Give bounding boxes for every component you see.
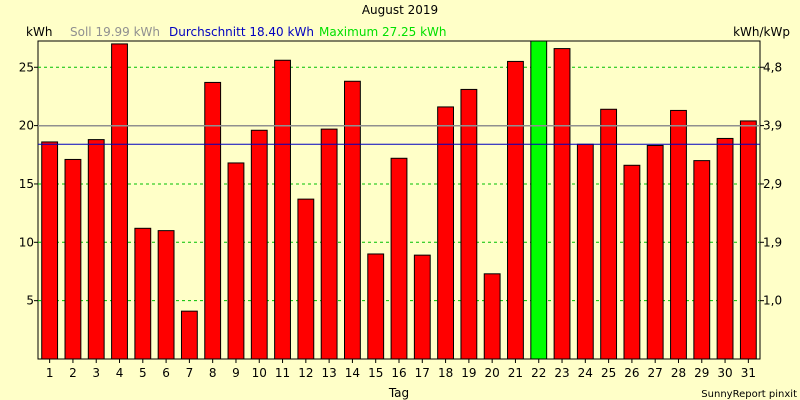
- x-tick-label: 16: [391, 366, 406, 380]
- x-tick-label: 4: [116, 366, 124, 380]
- x-tick-label: 21: [508, 366, 523, 380]
- bar: [87, 139, 105, 360]
- bar: [413, 254, 431, 360]
- footer-credit: SunnyReport pinxit: [701, 389, 797, 400]
- bars: [41, 40, 757, 360]
- bar: [274, 59, 291, 360]
- x-tick-label: 17: [415, 366, 430, 380]
- x-tick-label: 30: [717, 366, 732, 380]
- bar: [739, 120, 757, 360]
- bar: [716, 137, 734, 360]
- x-tick-label: 18: [438, 366, 453, 380]
- legend-soll: Soll 19.99 kWh: [70, 25, 160, 39]
- x-tick-label: 14: [345, 366, 360, 380]
- x-tick-label: 22: [531, 366, 546, 380]
- y-tick-label-right: 1,0: [763, 294, 782, 308]
- legend-average: Durchschnitt 18.40 kWh: [169, 25, 314, 39]
- bar: [623, 164, 641, 360]
- x-tick-label: 29: [694, 366, 709, 380]
- x-tick-label: 19: [461, 366, 476, 380]
- y-tick-label-left: 25: [19, 60, 34, 74]
- x-tick-label: 13: [321, 366, 336, 380]
- bar: [204, 81, 222, 360]
- x-tick-label: 27: [648, 366, 663, 380]
- x-tick-label: 31: [741, 366, 756, 380]
- y-tick-label-left: 5: [26, 294, 34, 308]
- chart-title: August 2019: [362, 3, 438, 17]
- bar: [390, 157, 408, 360]
- x-ticks: 1 2 3 4 5 6 7 8 9 10 11 12 13 14 15 16 17 18 19 20 21 22 23 24 2…: [46, 359, 756, 380]
- x-tick-label: 15: [368, 366, 383, 380]
- bar: [483, 273, 501, 360]
- x-tick-label: 10: [252, 366, 267, 380]
- bar: [111, 43, 128, 360]
- x-tick-label: 20: [485, 366, 500, 380]
- bar: [507, 60, 524, 360]
- x-tick-label: 25: [601, 366, 616, 380]
- y-tick-label-right: 4,8: [763, 60, 782, 74]
- bar: [134, 227, 152, 360]
- x-axis-label: Tag: [388, 386, 409, 400]
- bar: [646, 144, 664, 360]
- legend-maximum: Maximum 27.25 kWh: [319, 25, 447, 39]
- bar: [320, 128, 338, 360]
- bar: [227, 162, 245, 360]
- x-tick-label: 11: [275, 366, 290, 380]
- bar-maximum: [530, 40, 548, 360]
- x-tick-label: 5: [139, 366, 147, 380]
- x-tick-label: 28: [671, 366, 686, 380]
- x-tick-label: 23: [554, 366, 569, 380]
- bar: [344, 80, 361, 360]
- plot-area: 5 1,010 1,915 2,920 3,925 4,8 1 2 3 4 5 6 7 8 9 10 11 12…: [19, 40, 782, 380]
- y-axis-label-right: kWh/kWp: [733, 25, 790, 39]
- x-tick-label: 2: [69, 366, 77, 380]
- bar: [157, 230, 175, 360]
- bar: [600, 108, 618, 360]
- bar: [64, 158, 82, 360]
- y-tick-label-right: 2,9: [763, 177, 782, 191]
- x-tick-label: 1: [46, 366, 54, 380]
- bar: [297, 198, 315, 360]
- x-tick-label: 6: [162, 366, 170, 380]
- bar: [180, 310, 198, 360]
- x-tick-label: 7: [186, 366, 194, 380]
- y-tick-label-left: 20: [19, 119, 34, 133]
- x-tick-label: 24: [578, 366, 593, 380]
- y-tick-label-right: 1,9: [763, 235, 782, 249]
- x-tick-label: 3: [92, 366, 100, 380]
- y-ticks: 5 1,0 10 1,9 15 2,9 20 3,9 25 4,8: [19, 60, 782, 307]
- x-tick-label: 12: [298, 366, 313, 380]
- x-tick-label: 8: [209, 366, 217, 380]
- y-tick-label-left: 15: [19, 177, 34, 191]
- bar: [693, 160, 711, 360]
- bar: [367, 253, 385, 360]
- y-tick-label-right: 3,9: [763, 119, 782, 133]
- bar: [553, 48, 571, 360]
- bar: [460, 88, 478, 360]
- x-tick-label: 26: [624, 366, 639, 380]
- bar: [250, 129, 268, 360]
- bar: [670, 109, 687, 360]
- bar: [576, 143, 594, 360]
- y-axis-label-left: kWh: [26, 25, 52, 39]
- x-tick-label: 9: [232, 366, 240, 380]
- bar: [41, 141, 59, 360]
- y-tick-label-left: 10: [19, 235, 34, 249]
- reference-lines: [38, 124, 760, 145]
